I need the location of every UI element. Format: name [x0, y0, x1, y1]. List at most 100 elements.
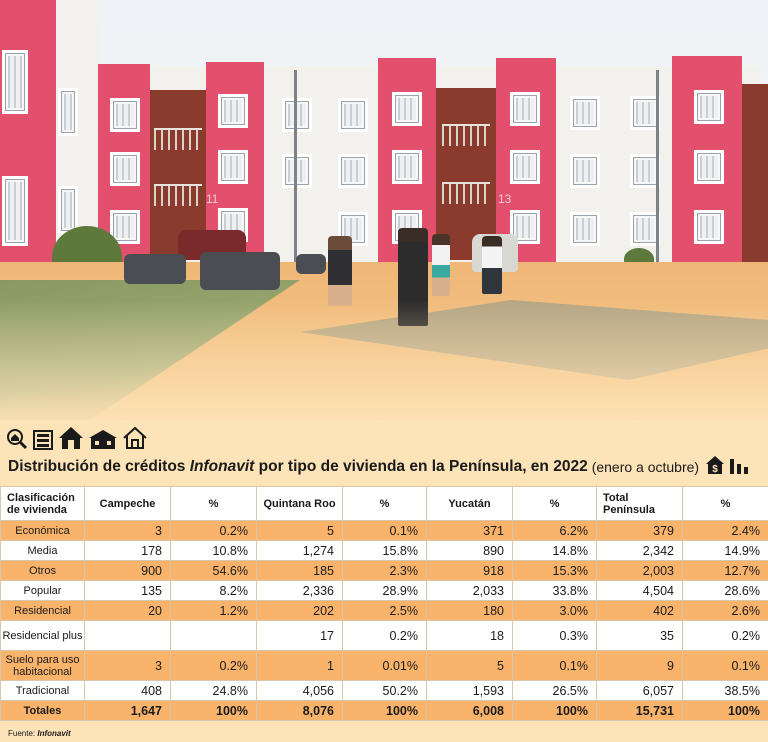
source-note: Fuente: Infonavit	[8, 729, 71, 738]
table-row: Otros 900 54.6% 185 2.3% 918 15.3% 2,003 12.7%	[0, 560, 768, 581]
house-icon	[58, 426, 84, 450]
table-cell: 8,076	[256, 700, 343, 721]
table-cell: 2.3%	[342, 560, 427, 581]
stairwell	[742, 84, 768, 264]
table-cell: 2.6%	[682, 600, 768, 621]
table-cell: 33.8%	[512, 580, 597, 601]
table-cell: 100%	[682, 700, 768, 721]
table-body: Económica 3 0.2% 5 0.1% 371 6.2% 379 2.4% Media 17…	[0, 520, 768, 721]
pedestrian	[328, 236, 352, 306]
table-cell: 1,274	[256, 540, 343, 561]
table-cell: 26.5%	[512, 680, 597, 701]
building-window	[570, 212, 600, 246]
table-cell	[170, 620, 257, 651]
table-cell: 15.3%	[512, 560, 597, 581]
building-window	[282, 154, 312, 188]
housing-complex-photo: 11 13	[0, 0, 768, 420]
building-window	[2, 50, 28, 114]
motorcycle	[124, 254, 186, 284]
row-label: Tradicional	[0, 680, 85, 701]
table-cell: 15,731	[596, 700, 683, 721]
source-name: Infonavit	[37, 729, 71, 738]
pedestrian	[482, 236, 502, 294]
credits-table: Clasificación de vivienda Campeche % Qui…	[0, 486, 768, 721]
title-prefix: Distribución de créditos	[8, 458, 190, 475]
balcony-railing	[154, 184, 202, 206]
row-label: Totales	[0, 700, 85, 721]
table-cell: 6.2%	[512, 520, 597, 541]
table-cell: 0.01%	[342, 650, 427, 681]
table-cell: 178	[84, 540, 171, 561]
motorcycle	[200, 252, 280, 290]
table-cell: 379	[596, 520, 683, 541]
totals-row: Totales 1,647 100% 8,076 100% 6,008 100% 15,731…	[0, 700, 768, 721]
table-cell: 2,342	[596, 540, 683, 561]
photo-fade	[0, 300, 768, 420]
table-cell: 28.9%	[342, 580, 427, 601]
table-cell: 4,504	[596, 580, 683, 601]
source-prefix: Fuente:	[8, 729, 38, 738]
column-header: Quintana Roo	[256, 486, 343, 521]
building-window	[392, 150, 422, 184]
building-window	[2, 176, 28, 246]
table-cell: 2,336	[256, 580, 343, 601]
table-cell: 180	[426, 600, 513, 621]
row-label: Residencial	[0, 600, 85, 621]
table-cell: 135	[84, 580, 171, 601]
table-cell: 2.5%	[342, 600, 427, 621]
table-cell: 1,593	[426, 680, 513, 701]
table-cell: 10.8%	[170, 540, 257, 561]
table-cell: 50.2%	[342, 680, 427, 701]
building-window	[338, 154, 368, 188]
column-header: %	[170, 486, 257, 521]
table-cell: 38.5%	[682, 680, 768, 701]
table-cell: 100%	[512, 700, 597, 721]
table-cell: 6,008	[426, 700, 513, 721]
street-lamp	[294, 70, 297, 266]
table-cell: 14.8%	[512, 540, 597, 561]
building-window	[110, 98, 140, 132]
street-lamp	[656, 70, 659, 270]
barn-house-icon	[88, 428, 118, 450]
row-label: Económica	[0, 520, 85, 541]
title-icons: $	[705, 455, 749, 480]
column-header: Campeche	[84, 486, 171, 521]
table-cell: 0.2%	[342, 620, 427, 651]
building-window	[110, 152, 140, 186]
table-cell: 0.1%	[512, 650, 597, 681]
building-window	[510, 150, 540, 184]
table-cell: 5	[256, 520, 343, 541]
table-cell: 8.2%	[170, 580, 257, 601]
column-header: %	[512, 486, 597, 521]
table-cell: 1,647	[84, 700, 171, 721]
table-cell: 20	[84, 600, 171, 621]
money-house-icon: $	[705, 455, 725, 480]
building-window	[694, 90, 724, 124]
building-window	[282, 98, 312, 132]
table-row: Media 178 10.8% 1,274 15.8% 890 14.8% 2,342 14.9…	[0, 540, 768, 561]
column-header: Total Península	[596, 486, 683, 521]
table-cell: 4,056	[256, 680, 343, 701]
building-window	[694, 210, 724, 244]
row-label: Residencial plus	[0, 620, 85, 651]
magnifier-house-icon	[6, 428, 28, 450]
chart-title: Distribución de créditos Infonavit por t…	[8, 455, 760, 479]
table-row: Económica 3 0.2% 5 0.1% 371 6.2% 379 2.4%	[0, 520, 768, 541]
table-cell: 3.0%	[512, 600, 597, 621]
table-row: Tradicional 408 24.8% 4,056 50.2% 1,593 26.5% 6…	[0, 680, 768, 701]
bar-chart-icon	[729, 455, 749, 480]
building-number: 13	[498, 192, 512, 206]
table-cell: 5	[426, 650, 513, 681]
table-cell: 890	[426, 540, 513, 561]
svg-text:$: $	[712, 464, 718, 475]
table-cell: 2,003	[596, 560, 683, 581]
table-cell: 2,033	[426, 580, 513, 601]
building-window	[694, 150, 724, 184]
left-building	[0, 0, 56, 298]
table-cell: 202	[256, 600, 343, 621]
column-header: Yucatán	[426, 486, 513, 521]
table-cell: 185	[256, 560, 343, 581]
table-cell: 15.8%	[342, 540, 427, 561]
title-main: Distribución de créditos Infonavit por t…	[8, 458, 588, 476]
building-window	[570, 154, 600, 188]
